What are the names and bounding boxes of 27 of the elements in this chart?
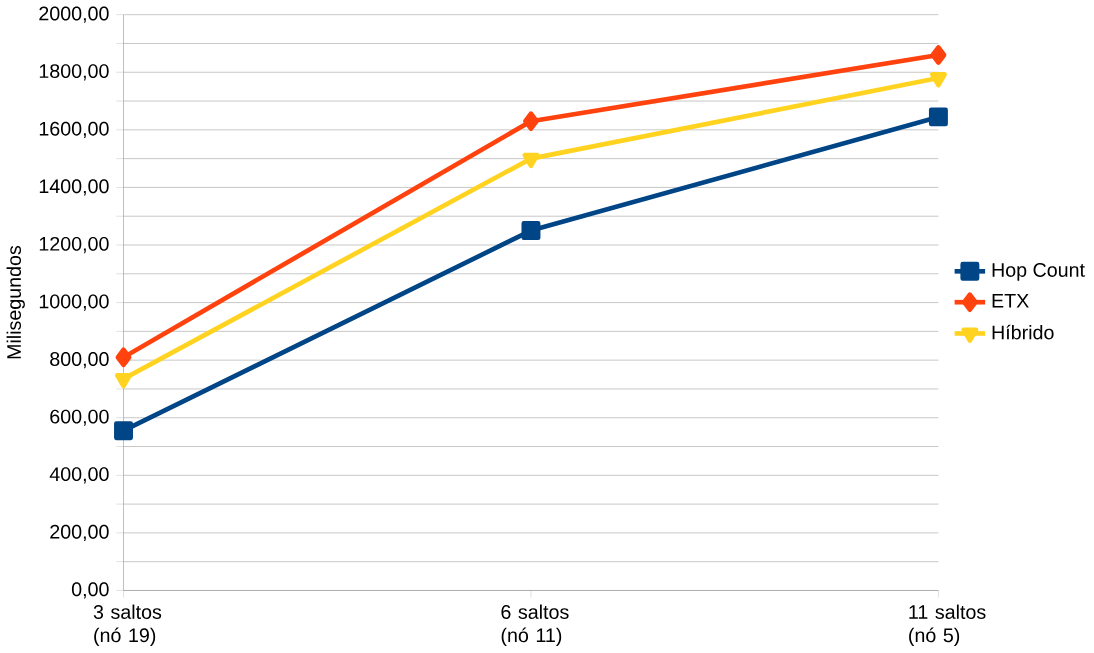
y-tick-label: 1400,00 bbox=[39, 179, 109, 196]
point bbox=[114, 421, 134, 441]
y-tick-label: 400,00 bbox=[49, 467, 109, 484]
legend-label: ETX bbox=[992, 294, 1029, 308]
y-tick-label: 1200,00 bbox=[39, 237, 109, 254]
legend-label: Hop Count bbox=[992, 263, 1085, 281]
point bbox=[521, 221, 541, 241]
y-tick-label: 600,00 bbox=[50, 409, 109, 427]
y-tick-label: 800,00 bbox=[50, 352, 109, 369]
y-tick-label: 1000,00 bbox=[39, 294, 109, 311]
point bbox=[522, 152, 540, 169]
y-tick-label: 1600,00 bbox=[39, 121, 109, 139]
point bbox=[115, 373, 133, 389]
point bbox=[523, 111, 539, 132]
point bbox=[115, 347, 132, 368]
point bbox=[929, 72, 947, 88]
y-tick-label: 1800,00 bbox=[39, 64, 109, 81]
x-tick-label: 6 saltos (nó 11) bbox=[501, 604, 569, 647]
x-tick-label: 11 saltos (nó 5) bbox=[909, 604, 986, 647]
legend-label: Híbrido bbox=[992, 324, 1054, 340]
y-tick-label: 200,00 bbox=[50, 524, 109, 542]
x-tick-label: 3 saltos (nó 19) bbox=[93, 604, 162, 647]
y-tick-label: 2000,00 bbox=[39, 6, 109, 23]
point bbox=[928, 107, 948, 127]
point bbox=[930, 45, 947, 65]
y-axis-title: Milisegundos bbox=[6, 246, 25, 359]
y-tick-label: 0,00 bbox=[71, 582, 109, 599]
